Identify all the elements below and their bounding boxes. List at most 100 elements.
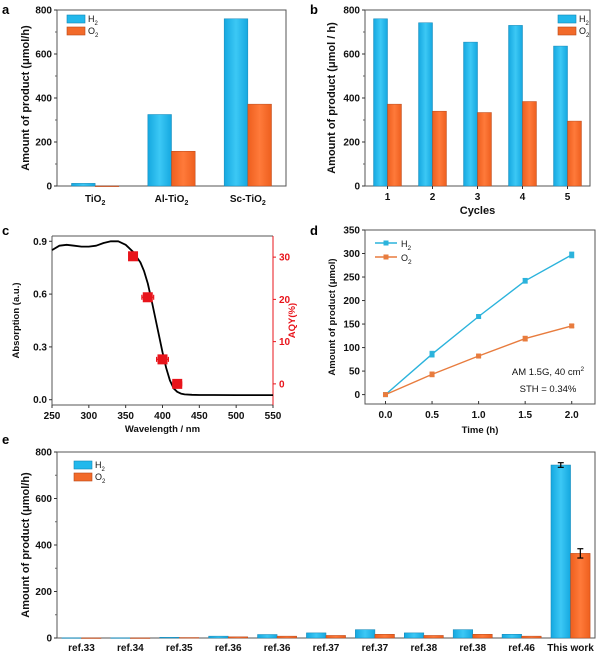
y-axis-tick-label: 0.6 — [33, 290, 47, 301]
chart-c: 0.0 0.3 0.6 0.9 0 10 20 30 250 300 350 400 450 500 550… — [2, 223, 298, 435]
legend-label-o2: O2 — [579, 26, 590, 39]
y-axis-right-tick-label: 30 — [279, 253, 291, 264]
chart-a: 0 200 400 600 800 TiO2 Al-TiO2 Sc-TiO2 Amount of… — [2, 2, 287, 207]
bar-o2 — [472, 634, 493, 639]
panel-label: c — [2, 223, 9, 238]
y-axis-tick-label: 250 — [343, 273, 360, 284]
bar-h2 — [553, 45, 568, 187]
x-tick-label: TiO2 — [85, 194, 105, 207]
bar-h2 — [71, 183, 96, 187]
legend-label-h2: H2 — [401, 239, 412, 252]
y-axis-tick-label: 800 — [343, 6, 360, 17]
legend-label-h2: H2 — [88, 14, 99, 27]
bar-o2 — [171, 150, 196, 187]
point-o2 — [476, 353, 482, 359]
y-axis-tick-label: 150 — [343, 320, 360, 331]
y-axis-label: Amount of product (μmol / h) — [326, 22, 338, 174]
y-axis-tick-label: 100 — [343, 343, 360, 354]
legend-label-h2: H2 — [95, 460, 106, 473]
legend-swatch-o2 — [557, 26, 577, 36]
panel-label: e — [2, 432, 9, 447]
x-tick-label: 0.5 — [425, 410, 439, 421]
y-axis-tick-label: 350 — [343, 226, 360, 237]
bar-h2 — [355, 629, 376, 639]
bar-h2 — [110, 637, 131, 639]
legend-label-h2: H2 — [579, 14, 590, 27]
bar-h2 — [404, 632, 425, 639]
y-axis-tick-label: 400 — [35, 94, 52, 105]
x-tick-label: ref.37 — [313, 643, 340, 654]
x-tick-label: 5 — [565, 192, 571, 203]
x-tick-label: 250 — [44, 411, 61, 422]
y-axis-label: Amount of product (μmol/h) — [20, 25, 32, 171]
point-o2 — [522, 336, 528, 342]
legend-swatch-o2 — [66, 26, 86, 36]
bar-h2 — [147, 114, 172, 187]
x-tick-label: ref.35 — [166, 643, 193, 654]
y-axis-tick-label: 0 — [46, 634, 52, 645]
legend-swatch-o2 — [73, 472, 93, 482]
bar-h2 — [508, 25, 523, 187]
aqy-point — [157, 354, 168, 365]
point-h2 — [476, 314, 482, 320]
y-axis-label: Amount of product (μmol) — [327, 258, 338, 375]
y-axis-tick-label: 800 — [35, 6, 52, 17]
panel-label: a — [2, 2, 10, 17]
x-tick-label: 0.0 — [379, 410, 393, 421]
y-axis-tick-label: 0.0 — [33, 395, 47, 406]
bar-h2 — [463, 41, 478, 187]
bar-o2 — [276, 635, 297, 639]
bar-h2 — [208, 635, 229, 639]
chart-d: 0 50 100 150 200 250 300 350 0.0 0.5 1.0 1.5 2.0 H2O2… — [310, 223, 596, 436]
bar-h2 — [159, 637, 180, 639]
bar-h2 — [550, 464, 571, 639]
x-tick-label: ref.36 — [215, 643, 242, 654]
y-axis-tick-label: 0.9 — [33, 237, 47, 248]
chart-b: 0 200 400 600 800 1 2 3 4 5 Amount of product (μmo… — [310, 2, 591, 217]
x-tick-label: 1.0 — [472, 410, 486, 421]
y-axis-right-tick-label: 10 — [279, 337, 291, 348]
point-o2 — [382, 392, 388, 398]
y-axis-right-tick-label: 0 — [279, 379, 285, 390]
bar-o2 — [179, 637, 200, 639]
bar-o2 — [387, 103, 402, 187]
annotation-sth: STH = 0.34% — [520, 384, 577, 395]
x-axis-label: Cycles — [460, 205, 495, 217]
bar-h2 — [418, 22, 433, 187]
bar-o2 — [570, 553, 591, 639]
bar-h2 — [306, 632, 327, 639]
x-tick-label: ref.38 — [410, 643, 437, 654]
bar-o2 — [130, 637, 151, 639]
aqy-point — [128, 251, 139, 262]
bar-o2 — [521, 635, 542, 639]
bar-o2 — [432, 110, 447, 187]
y-axis-tick-label: 800 — [35, 448, 52, 459]
point-o2 — [569, 323, 575, 329]
panel-label: b — [310, 2, 318, 17]
x-tick-label: 3 — [475, 192, 481, 203]
x-tick-label: ref.33 — [68, 643, 95, 654]
point-h2 — [429, 351, 435, 357]
legend-label-o2: O2 — [95, 472, 106, 485]
y-axis-right-label: AQY(%) — [287, 303, 298, 338]
x-tick-label: Al-TiO2 — [155, 194, 189, 207]
x-tick-label: 4 — [520, 192, 526, 203]
bar-o2 — [227, 636, 248, 639]
y-axis-tick-label: 400 — [35, 541, 52, 552]
x-tick-label: 300 — [80, 411, 97, 422]
y-axis-tick-label: 400 — [343, 94, 360, 105]
plot-frame — [364, 229, 596, 405]
x-tick-label: ref.36 — [264, 643, 291, 654]
y-axis-tick-label: 600 — [35, 50, 52, 61]
x-tick-label: ref.46 — [508, 643, 535, 654]
point-o2 — [429, 371, 435, 377]
legend-marker-h2 — [383, 240, 389, 246]
x-tick-label: 2.0 — [565, 410, 579, 421]
chart-e: 0 200 400 600 800 ref.33 ref.34 ref.35 ref.36 ref… — [2, 432, 596, 654]
bar-h2 — [501, 634, 522, 639]
bar-h2 — [452, 629, 473, 639]
y-axis-tick-label: 600 — [35, 494, 52, 505]
y-axis-label: Absorption (a.u.) — [11, 283, 22, 359]
